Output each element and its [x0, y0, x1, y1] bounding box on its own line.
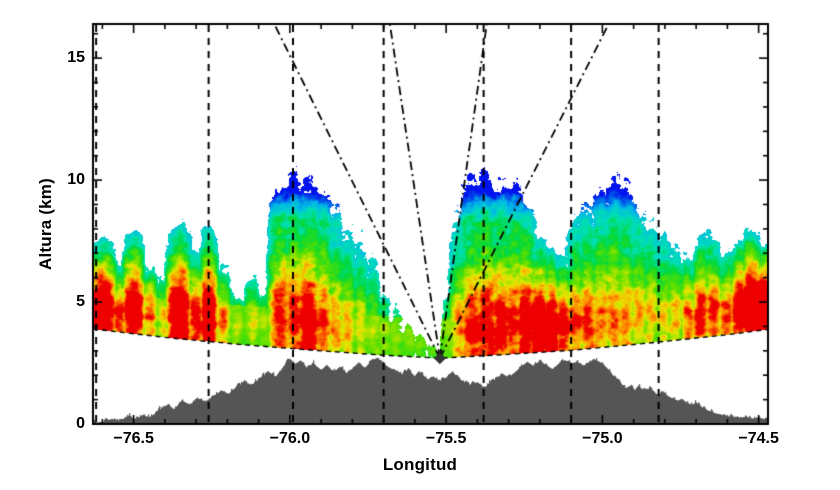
- x-tick-label: −76.5: [113, 430, 154, 447]
- x-tick-label: −75.0: [582, 430, 623, 447]
- y-tick-label: 0: [76, 415, 85, 432]
- y-axis-title-text: Altura (km): [36, 178, 55, 270]
- y-tick-label: 5: [76, 293, 85, 311]
- y-tick-label: 10: [67, 171, 85, 189]
- x-tick-label: −74.5: [738, 430, 779, 447]
- x-axis-title: Longitud: [382, 455, 458, 474]
- x-tick-label: −75.5: [425, 430, 467, 447]
- x-tick-label: −76.0: [269, 430, 311, 447]
- y-tick-label: 15: [67, 49, 85, 67]
